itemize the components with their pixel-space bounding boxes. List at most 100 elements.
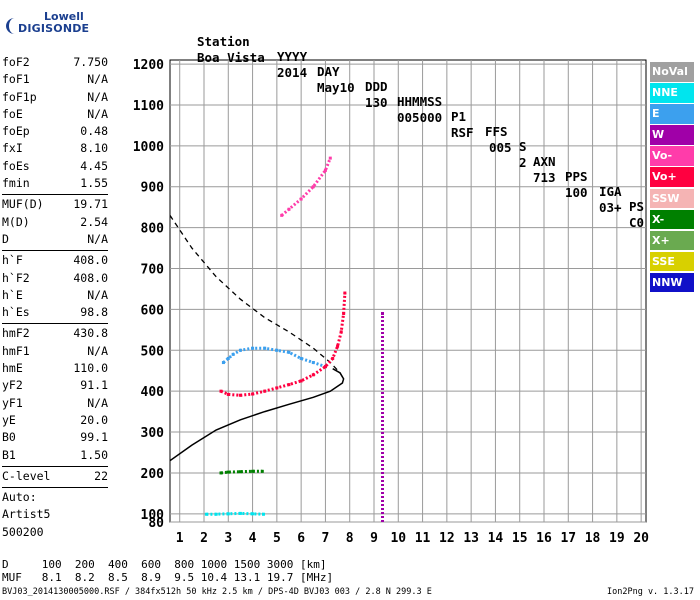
y-tick-label: 800 (141, 222, 165, 237)
x-tick-label: 15 (512, 531, 528, 546)
header-label: AXN (533, 154, 556, 169)
param-label: foF1 (2, 72, 30, 87)
param-label: hmF2 (2, 326, 30, 341)
density-profile-dashed (170, 215, 345, 380)
param-label: yE (2, 412, 16, 427)
param-value: 8.10 (80, 141, 108, 156)
header-label: PS (629, 199, 645, 214)
param-row: hmE 110.0 (2, 361, 108, 378)
param-row: B0 99.1 (2, 430, 108, 447)
param-row: foF1p N/A (2, 90, 108, 107)
param-separator (2, 323, 108, 325)
trace-point (323, 365, 327, 369)
x-tick-label: 17 (560, 531, 576, 546)
header-label: YYYY (277, 49, 308, 64)
param-row: h`Es 98.8 (2, 305, 108, 322)
param-row: yF2 91.1 (2, 378, 108, 395)
trace-point (226, 470, 230, 474)
param-text: Artist5 (2, 507, 51, 522)
param-row: hmF1 N/A (2, 344, 108, 361)
header-value: RSF (451, 125, 474, 140)
distance-label: D (2, 558, 9, 571)
header-value: C0 (629, 215, 645, 230)
x-tick-label: 3 (224, 531, 232, 546)
trace-point (381, 311, 384, 315)
trace-point (251, 469, 255, 473)
y-tick-label: 600 (141, 303, 165, 318)
trace-line (220, 469, 263, 475)
param-label: h`E (2, 287, 23, 302)
logo-line-2: DIGISONDE (18, 22, 90, 35)
trace-point (336, 344, 340, 348)
param-label: foF1p (2, 89, 37, 104)
x-tick-label: 7 (322, 531, 330, 546)
param-label: h`F2 (2, 270, 30, 285)
param-value: 408.0 (73, 253, 108, 268)
param-value: N/A (87, 106, 108, 121)
param-value: N/A (87, 231, 108, 246)
param-value: 1.50 (80, 447, 108, 462)
param-value: 20.0 (80, 412, 108, 427)
param-separator (2, 250, 108, 252)
footer-version: Ion2Png v. 1.3.17 (607, 587, 694, 597)
param-value: 430.8 (73, 326, 108, 341)
param-row: foE N/A (2, 107, 108, 124)
trace-point (219, 389, 223, 393)
param-value: 7.750 (73, 55, 108, 69)
param-value: 0.48 (80, 124, 108, 139)
param-row: M(D) 2.54 (2, 215, 108, 232)
param-label: foEs (2, 158, 30, 173)
param-separator (2, 465, 108, 467)
header-value: 005000 (397, 110, 443, 125)
legend-item: Vo- (650, 146, 694, 166)
trace-line (280, 157, 332, 217)
param-row: foEp 0.48 (2, 124, 108, 141)
scaled-parameters-panel: foF2 7.750 foF1 N/A foF1p N/A foE N/A foEp 0.48 fx… (2, 55, 108, 542)
header-value: Boa Vista (197, 50, 265, 65)
x-tick-label: 5 (273, 531, 281, 546)
param-row: B1 1.50 (2, 448, 108, 465)
y-tick-label: 1200 (133, 58, 164, 73)
trace-point (262, 512, 265, 516)
param-label: MUF(D) (2, 197, 44, 212)
param-row: h`F 408.0 (2, 253, 108, 270)
header-value: 713 (533, 170, 556, 185)
param-row: yF1 N/A (2, 396, 108, 413)
x-tick-label: 20 (633, 531, 649, 546)
x-tick-label: 13 (463, 531, 479, 546)
param-value: 19.71 (73, 197, 108, 212)
param-row: yE 20.0 (2, 413, 108, 430)
param-value: N/A (87, 89, 108, 104)
x-tick-label: 12 (439, 531, 455, 546)
param-label: D (2, 231, 9, 246)
muf-label: MUF (2, 571, 22, 584)
param-value: 4.45 (80, 158, 108, 173)
header-value: 100 (565, 185, 588, 200)
param-label: yF1 (2, 395, 23, 410)
trace-point (238, 470, 242, 474)
param-label: B1 (2, 447, 16, 462)
param-label: B0 (2, 430, 16, 445)
legend-item: W (650, 125, 694, 145)
param-row: D N/A (2, 232, 108, 249)
header-label: DDD (365, 79, 388, 94)
x-tick-label: 8 (346, 531, 354, 546)
trace-line (206, 511, 264, 516)
param-text: 500200 (2, 524, 44, 539)
trace-point (226, 392, 230, 396)
param-row: foEs 4.45 (2, 159, 108, 176)
header-label: P1 (451, 109, 467, 124)
header-label: FFS (485, 124, 508, 139)
param-row: MUF(D) 19.71 (2, 197, 108, 214)
param-label: fxI (2, 141, 23, 156)
param-value: 1.55 (80, 176, 108, 191)
distance-row: D 100 200 400 600 800 1000 1500 3000 [km… (2, 558, 327, 571)
legend-item: Vo+ (650, 167, 694, 187)
param-value: 22 (94, 468, 108, 483)
trace-point (221, 361, 225, 365)
header-value: 2014 (277, 65, 308, 80)
y-tick-label: 1100 (133, 99, 164, 114)
y-tick-label: 80 (148, 516, 164, 531)
legend-item: SSE (650, 251, 694, 272)
y-tick-label: 900 (141, 181, 165, 196)
